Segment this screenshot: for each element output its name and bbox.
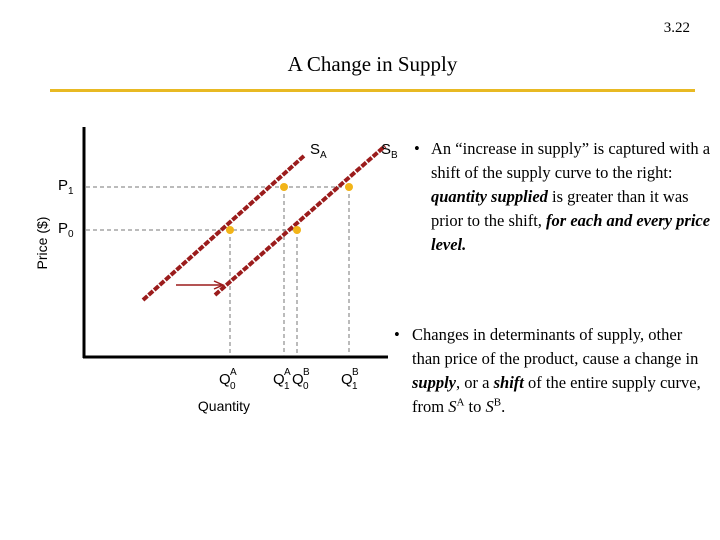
supply-curve-b <box>213 144 387 297</box>
point-sa-p1 <box>280 183 288 191</box>
bullet2-sa-sup: A <box>456 396 465 409</box>
quantity-tick-labels: Q A 0 Q A 1 Q B 0 Q B 1 <box>219 367 359 392</box>
tick-q0a-main: Q <box>219 371 231 388</box>
slide-title: A Change in Supply <box>287 52 458 76</box>
supply-curve-a <box>141 153 307 302</box>
point-sa-p0 <box>226 226 234 234</box>
tick-p1: P1 <box>58 177 74 197</box>
bullet2-emphasis-supply: supply <box>412 373 457 392</box>
bullet2-text-e: . <box>501 397 506 416</box>
bullet2-text-b: , or a <box>456 373 494 392</box>
curve-label-sb: SB <box>381 141 398 161</box>
tick-q1a-main: Q <box>273 371 285 388</box>
bullet1-text-b: is greater than it was prior to the shif… <box>431 187 689 230</box>
bullet2-text-c: of the entire supply curve, from <box>412 373 701 416</box>
bullet2-sa-symbol: S <box>448 397 457 416</box>
bullet1-text-a: An “increase in supply” is captured with… <box>431 139 711 182</box>
y-axis-label: Price ($) <box>34 217 50 270</box>
bullet2-sb-symbol: S <box>485 397 494 416</box>
bullet1-emphasis-every-price: for each and every price level. <box>431 211 711 254</box>
bullet1-emphasis-quantity-supplied: quantity supplied <box>431 187 548 206</box>
bullet-marker: • <box>414 139 420 158</box>
bullet-marker: • <box>394 325 400 344</box>
tick-q1a-sub: 1 <box>284 381 290 392</box>
tick-q0a-sub: 0 <box>230 381 236 392</box>
tick-q0a-sup: A <box>230 367 237 378</box>
bullet2-text-d: to <box>464 397 486 416</box>
tick-q0b-main: Q <box>292 371 304 388</box>
curve-label-sa: SA <box>310 141 327 161</box>
bullet-increase-in-supply: • An “increase in supply” is captured wi… <box>394 137 714 257</box>
guide-lines <box>86 186 350 356</box>
point-sb-p0 <box>293 226 301 234</box>
shift-arrow <box>176 280 225 290</box>
slide-number: 3.22 <box>663 20 690 36</box>
bullet2-emphasis-shift: shift <box>493 373 524 392</box>
tick-q0b-sub: 0 <box>303 381 309 392</box>
bullet2-sb-sup: B <box>493 396 502 409</box>
title-divider <box>50 89 695 92</box>
bullet-determinants: • Changes in determinants of supply, oth… <box>394 323 714 419</box>
x-axis-label: Quantity <box>198 398 250 414</box>
tick-q1b-sub: 1 <box>352 381 358 392</box>
point-sb-p1 <box>345 183 353 191</box>
tick-q1b-sup: B <box>352 367 359 378</box>
bullet-list: • An “increase in supply” is captured wi… <box>394 137 714 419</box>
tick-q1a-sup: A <box>284 367 291 378</box>
tick-p0: P0 <box>58 220 74 240</box>
bullet2-text-a: Changes in determinants of supply, other… <box>412 325 699 368</box>
tick-q0b-sup: B <box>303 367 310 378</box>
tick-q1b-main: Q <box>341 371 353 388</box>
